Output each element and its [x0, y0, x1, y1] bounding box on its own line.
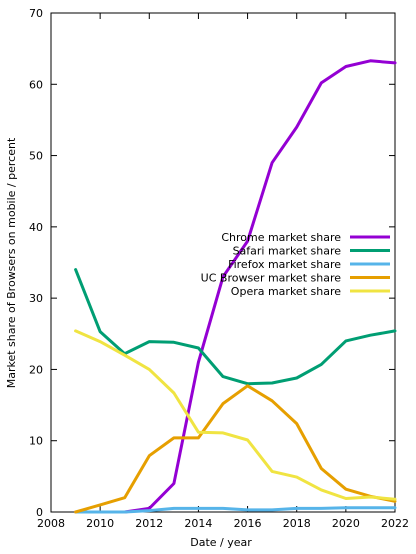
series-line-opera-market-share [74, 329, 397, 501]
x-tick-label: 2010 [86, 517, 114, 530]
plot-border [50, 12, 396, 513]
legend-label: Safari market share [233, 245, 342, 258]
series-line-firefox-market-share [74, 506, 397, 514]
y-axis-label: Market share of Browsers on mobile / per… [5, 137, 18, 388]
x-tick-label: 2014 [184, 517, 212, 530]
y-tick-label: 70 [29, 7, 43, 20]
y-tick-label: 0 [36, 506, 43, 519]
x-tick-label: 2018 [283, 517, 311, 530]
legend-label: Chrome market share [221, 231, 341, 244]
plot-frame [50, 12, 396, 513]
x-tick-label: 2008 [37, 517, 65, 530]
legend-label: Opera market share [231, 285, 341, 298]
x-tick-label: 2016 [234, 517, 262, 530]
x-tick-label: 2020 [332, 517, 360, 530]
y-tick-label: 10 [29, 435, 43, 448]
y-tick-label: 50 [29, 150, 43, 163]
x-axis-label: Date / year [190, 536, 252, 549]
y-tick-label: 20 [29, 363, 43, 376]
series-line-safari-market-share [74, 268, 397, 386]
y-tick-label: 40 [29, 221, 43, 234]
x-tick-label: 2022 [381, 517, 409, 530]
series-lines [74, 59, 397, 514]
legend-label: Firefox market share [228, 258, 341, 271]
y-tick-label: 60 [29, 78, 43, 91]
y-axis-ticks: 0 10 20 30 40 50 60 70 [29, 7, 395, 519]
x-tick-label: 2012 [135, 517, 163, 530]
legend-label: UC Browser market share [201, 272, 342, 285]
series-line-uc-browser-market-share [74, 384, 397, 514]
y-tick-label: 30 [29, 292, 43, 305]
